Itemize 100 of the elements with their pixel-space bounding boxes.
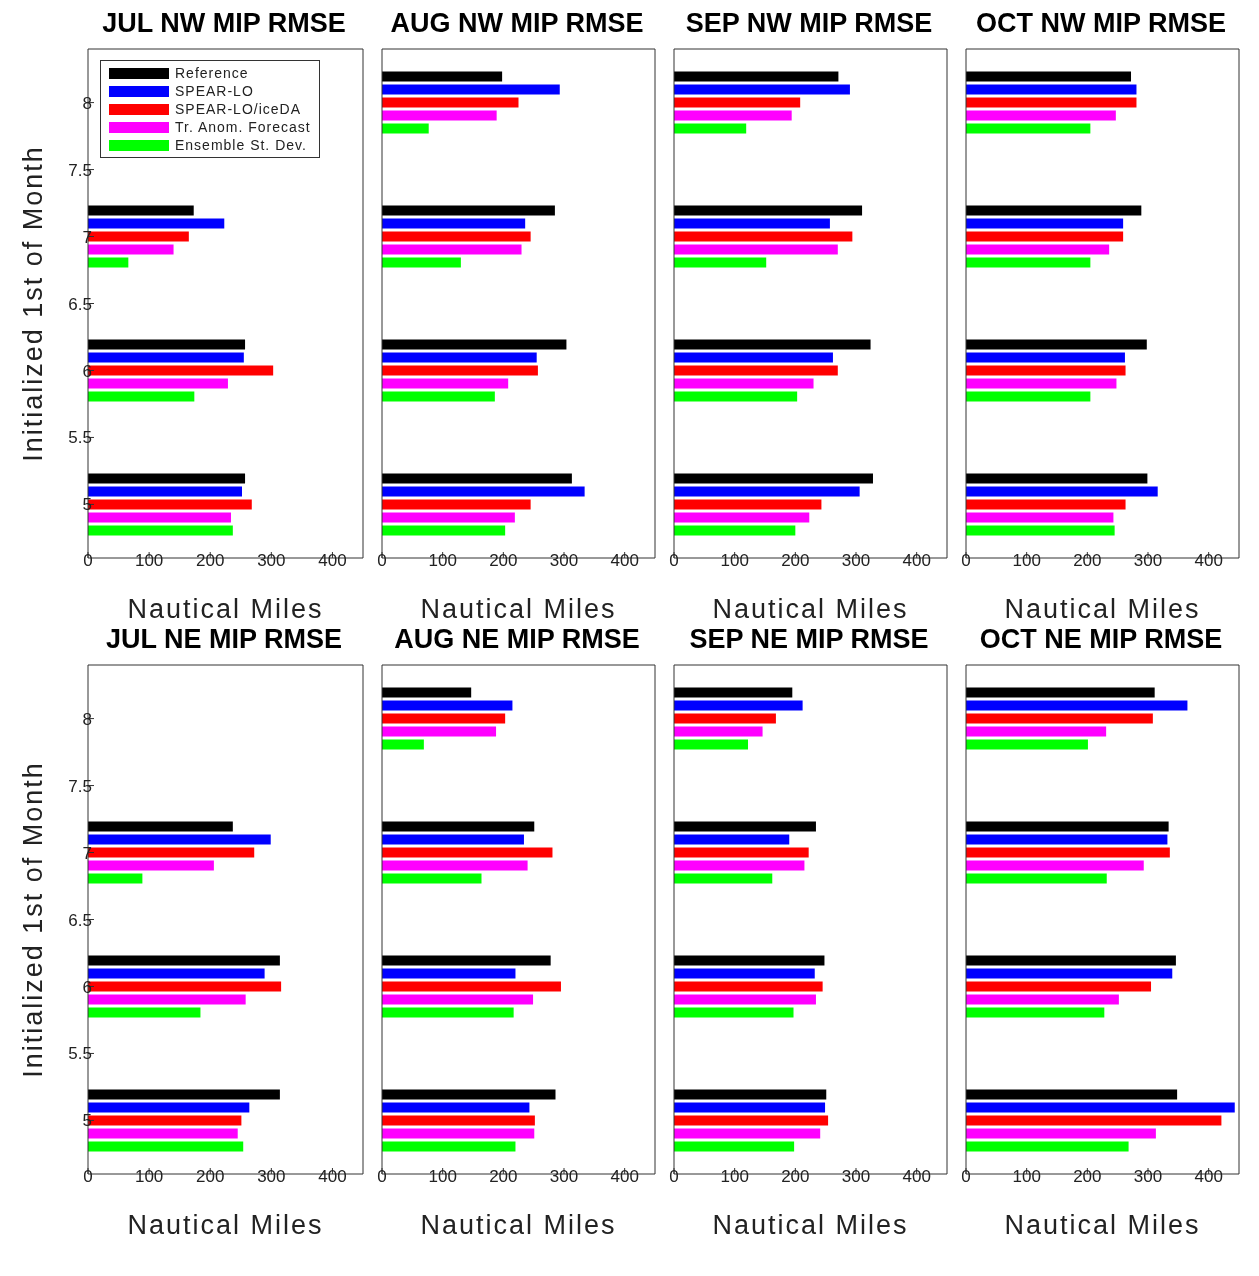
bar	[966, 499, 1126, 510]
y-tick-label: 8	[82, 93, 92, 113]
bar	[966, 981, 1152, 992]
y-tick-label: 6.5	[68, 910, 92, 930]
bar	[674, 834, 790, 845]
bar	[88, 1089, 280, 1100]
bar	[88, 257, 129, 268]
bar	[88, 994, 246, 1005]
bar	[674, 218, 830, 229]
bar	[966, 391, 1091, 402]
bar	[88, 486, 242, 497]
bar	[382, 1128, 535, 1139]
y-axis-title: Initialized 1st of Month	[17, 761, 48, 1078]
y-tick-label: 5.5	[68, 1044, 92, 1064]
x-tick-label: 100	[428, 551, 457, 571]
chart-title: AUG NE MIP RMSE	[393, 624, 641, 656]
x-tick-label: 0	[669, 1167, 679, 1187]
chart-title: SEP NW MIP RMSE	[684, 8, 934, 40]
x-tick-label: 300	[257, 551, 286, 571]
bar	[674, 123, 747, 134]
x-tick-label: 200	[489, 551, 518, 571]
bar	[382, 739, 424, 750]
x-tick-label: 400	[610, 1167, 639, 1187]
y-tick-label: 5	[82, 1111, 92, 1131]
bar	[674, 231, 853, 242]
bar	[88, 391, 195, 402]
bar	[674, 486, 860, 497]
bar	[674, 352, 833, 363]
x-tick-label: 400	[1194, 551, 1223, 571]
bar	[674, 994, 816, 1005]
bar	[674, 687, 793, 698]
bar	[966, 205, 1142, 216]
x-tick-label: 200	[1073, 551, 1102, 571]
bar	[382, 71, 503, 82]
bar	[674, 1115, 829, 1126]
bar	[674, 365, 838, 376]
bar	[966, 821, 1169, 832]
bar	[88, 1141, 244, 1152]
bar	[382, 205, 555, 216]
chart-title: AUG NW MIP RMSE	[389, 8, 645, 40]
bar	[88, 834, 271, 845]
x-tick-label: 100	[428, 1167, 457, 1187]
bar	[674, 1141, 795, 1152]
bar	[674, 739, 749, 750]
bar	[88, 860, 214, 871]
bar	[382, 860, 528, 871]
bar	[966, 97, 1137, 108]
legend-label: Reference	[175, 64, 249, 82]
legend-label: Tr. Anom. Forecast	[175, 118, 311, 136]
bar	[674, 981, 823, 992]
bar	[382, 821, 535, 832]
bar	[88, 378, 228, 389]
x-tick-label: 200	[781, 551, 810, 571]
x-axis-title: Nautical Miles	[127, 594, 324, 624]
bar	[966, 1102, 1235, 1113]
bar	[966, 486, 1158, 497]
bar	[382, 873, 482, 884]
bar	[674, 525, 796, 536]
y-tick-label: 7	[82, 227, 92, 247]
bar	[674, 257, 767, 268]
bar	[88, 525, 233, 536]
x-tick-label: 0	[961, 551, 971, 571]
bar	[88, 244, 174, 255]
x-tick-label: 400	[318, 1167, 347, 1187]
x-tick-label: 100	[1012, 551, 1041, 571]
x-tick-label: 200	[1073, 1167, 1102, 1187]
bar	[966, 110, 1116, 121]
bar	[674, 499, 822, 510]
bar	[88, 968, 265, 979]
chart-title: JUL NW MIP RMSE	[101, 8, 347, 40]
x-tick-label: 0	[961, 1167, 971, 1187]
bar	[382, 257, 461, 268]
bar	[88, 339, 246, 350]
bar	[674, 1007, 794, 1018]
x-axis-title: Nautical Miles	[712, 594, 909, 624]
bar	[966, 257, 1091, 268]
bar	[966, 834, 1168, 845]
legend-label: Ensemble St. Dev.	[175, 136, 307, 154]
bar	[382, 123, 429, 134]
bar	[966, 1141, 1129, 1152]
bar	[966, 123, 1091, 134]
bar	[382, 955, 551, 966]
legend-label: SPEAR-LO/iceDA	[175, 100, 302, 118]
bar	[966, 71, 1132, 82]
chart-title: OCT NE MIP RMSE	[978, 624, 1224, 656]
bar	[88, 955, 280, 966]
bar	[966, 218, 1124, 229]
bar	[88, 218, 225, 229]
chart-title: SEP NE MIP RMSE	[688, 624, 930, 656]
bar	[88, 1007, 201, 1018]
bar	[966, 687, 1155, 698]
y-tick-label: 6.5	[68, 294, 92, 314]
bar	[966, 512, 1114, 523]
x-tick-label: 300	[549, 1167, 579, 1187]
bar	[382, 834, 524, 845]
bar	[382, 994, 534, 1005]
x-tick-label: 200	[196, 1167, 225, 1187]
x-tick-label: 200	[196, 551, 225, 571]
x-tick-label: 0	[83, 551, 93, 571]
bar	[966, 860, 1144, 871]
